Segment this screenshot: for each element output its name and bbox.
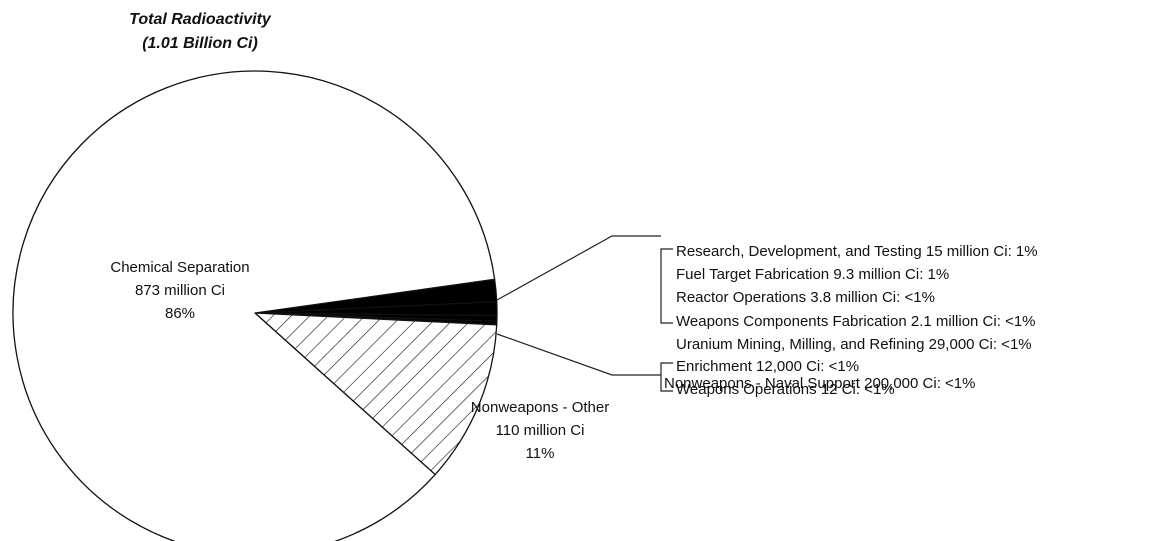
slice-label: Nonweapons - Naval Support 200,000 Ci: <… [664, 375, 975, 392]
value-label: 15 million Ci [926, 243, 1008, 260]
pie-slice [12, 70, 496, 541]
slice-label: Uranium Mining, Milling, and Refining 29… [676, 336, 1032, 353]
category-label: Nonweapons - Other [471, 399, 609, 416]
sep: : [997, 313, 1005, 330]
sep: : [937, 375, 945, 392]
sep: : [820, 358, 828, 375]
value-label: 29,000 Ci [929, 336, 993, 353]
sep: : [1008, 243, 1016, 260]
percent-label: <1% [945, 375, 975, 392]
chart-title: Total Radioactivity [129, 11, 272, 28]
percent-label: <1% [829, 358, 859, 375]
value-label: 3.8 million Ci [810, 289, 896, 306]
value-label: 110 million Ci [496, 422, 585, 439]
percent-label: <1% [904, 289, 934, 306]
slice-label: Weapons Operations 12 Ci: <1% [676, 381, 895, 398]
value-label: 873 million Ci [135, 282, 225, 299]
value-label: 200,000 Ci [864, 375, 937, 392]
category: Weapons Operations [676, 381, 817, 398]
sep: : [856, 381, 864, 398]
value-label: 9.3 million Ci [833, 266, 919, 283]
category-label: Chemical Separation [110, 259, 249, 276]
bracket [660, 362, 673, 392]
percent-label: <1% [1001, 336, 1031, 353]
pie-slice [254, 312, 498, 476]
sep: : [896, 289, 904, 306]
sep: : [993, 336, 1001, 353]
category: Nonweapons - Naval Support [664, 375, 861, 392]
slice-label: Research, Development, and Testing 15 mi… [676, 243, 1038, 260]
percent-label: 1% [1016, 243, 1038, 260]
percent-label: <1% [864, 381, 894, 398]
category: Fuel Target Fabrication [676, 266, 829, 283]
chart-subtitle: (1.01 Billion Ci) [142, 35, 258, 52]
percent-label: 1% [928, 266, 950, 283]
value-label: 12,000 Ci [756, 358, 820, 375]
slice-label: Fuel Target Fabrication 9.3 million Ci: … [676, 266, 949, 283]
sep: : [919, 266, 927, 283]
slice-label: Enrichment 12,000 Ci: <1% [676, 358, 859, 375]
percent-label: <1% [1005, 313, 1035, 330]
category: Weapons Components Fabrication [676, 313, 907, 330]
bracket [660, 248, 673, 324]
connector [496, 235, 661, 301]
pie [12, 70, 498, 541]
category: Enrichment [676, 358, 753, 375]
connectors [496, 235, 673, 392]
percent-label: 86% [165, 305, 195, 322]
category: Reactor Operations [676, 289, 806, 306]
value-label: 12 Ci [821, 381, 856, 398]
value-label: 2.1 million Ci [911, 313, 997, 330]
percent-label: 11% [526, 445, 555, 462]
slice-label: Reactor Operations 3.8 million Ci: <1% [676, 289, 935, 306]
connector [496, 333, 661, 376]
category: Uranium Mining, Milling, and Refining [676, 336, 924, 353]
category: Research, Development, and Testing [676, 243, 922, 260]
slice-label: Weapons Components Fabrication 2.1 milli… [676, 313, 1036, 330]
